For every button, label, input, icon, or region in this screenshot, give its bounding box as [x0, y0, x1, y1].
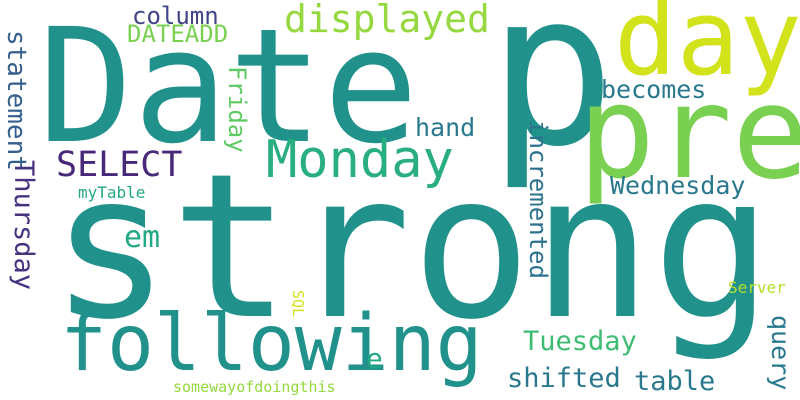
word-e: e — [366, 342, 383, 375]
word-shifted: shifted — [507, 363, 621, 394]
word-wednesday: Wednesday — [610, 171, 746, 200]
word-date: Date — [38, 0, 419, 179]
word-query: query — [766, 315, 795, 391]
word-dateadd: DATEADD — [127, 20, 229, 48]
word-mytable: myTable — [78, 183, 146, 202]
word-p: p — [488, 0, 616, 193]
word-statement: statement — [1, 30, 31, 171]
word-somewayofdoingthis: somewayofdoingthis — [173, 378, 336, 396]
word-becomes: becomes — [601, 75, 707, 104]
word-pre: pre — [578, 59, 800, 208]
word-em: em — [124, 220, 161, 255]
word-tuesday: Tuesday — [523, 326, 637, 357]
word-displayed: displayed — [284, 0, 490, 41]
word-hand: hand — [415, 113, 476, 142]
word-friday: Friday — [223, 66, 251, 153]
word-day: day — [614, 0, 800, 99]
word-column: column — [132, 2, 219, 30]
word-server: Server — [728, 278, 786, 297]
word-thursday: Thursday — [8, 160, 39, 291]
word-strong: strong — [50, 131, 773, 364]
word-select: SELECT — [56, 145, 183, 185]
word-table: table — [634, 366, 716, 397]
word-monday: Monday — [266, 130, 454, 190]
word-following: following — [60, 299, 483, 389]
word-sql: SQL — [289, 290, 307, 318]
word-incremented: incremented — [524, 120, 552, 279]
